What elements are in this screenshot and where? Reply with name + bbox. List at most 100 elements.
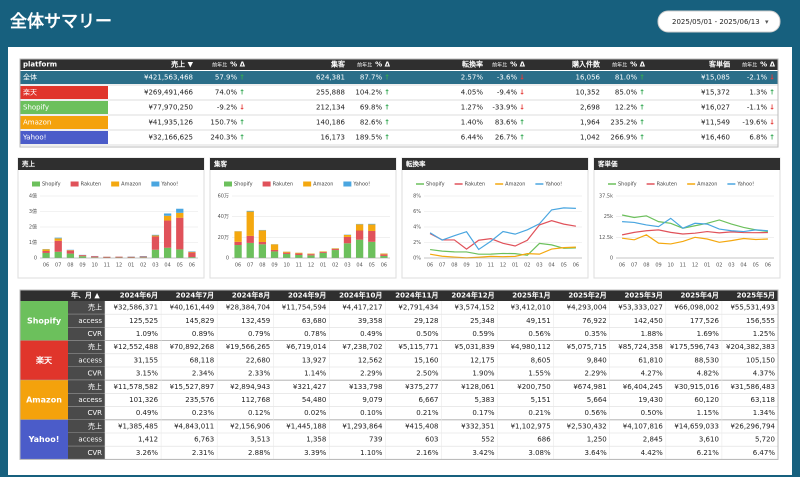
table-cell: 63,680 (302, 317, 327, 325)
table-cell: ¥31,586,483 (730, 383, 775, 391)
legend-label: Shopify (42, 182, 61, 188)
table-cell: 1.40% (461, 119, 484, 127)
x-tick-label: 02 (140, 263, 146, 269)
y-tick-label: 60万 (218, 194, 229, 200)
legend-swatch (111, 181, 120, 187)
bar-segment (151, 235, 160, 237)
bar-segment (270, 249, 279, 252)
summary-frame (19, 58, 779, 148)
header-label: % Δ (760, 61, 775, 69)
header-cell: 前年比% Δ (212, 61, 245, 69)
table-cell: 0.59% (472, 330, 495, 338)
y-tick-label: 1億 (29, 239, 37, 246)
table-cell: ¥19,566,265 (226, 343, 271, 351)
bar-segment (163, 247, 172, 258)
x-tick-label: 11 (296, 263, 302, 269)
date-range[interactable]: 2025/05/01 - 2025/06/13 (672, 18, 760, 26)
legend-label: Amazon (505, 182, 525, 188)
bar-segment (343, 236, 352, 244)
table-cell: 25,348 (470, 317, 495, 325)
metric-cell (68, 340, 105, 354)
x-tick-label: 12 (308, 263, 314, 269)
table-cell: 10,352 (576, 89, 601, 97)
platform-cell (20, 419, 68, 460)
table-cell: ¥11,754,594 (282, 304, 327, 312)
table-cell: 15,160 (414, 356, 439, 364)
table-cell: ¥14,659,033 (674, 422, 719, 430)
yoy-cell: -9.4% ↓ (497, 89, 525, 97)
bar-segment (270, 251, 279, 258)
bar-segment (355, 239, 364, 258)
table-cell: 0.49% (360, 330, 383, 338)
bar-segment (307, 255, 315, 258)
table-cell: 22,680 (246, 356, 271, 364)
header-cell: 集客 (330, 60, 346, 69)
chart-title: 客単価 (597, 159, 618, 168)
chart-title: 転換率 (406, 159, 426, 168)
metric-cell (68, 406, 105, 420)
table-cell: ¥11,578,582 (114, 383, 159, 391)
legend-label: Shopify (234, 182, 253, 188)
x-tick-label: 11 (488, 263, 494, 269)
metric-cell (68, 353, 105, 367)
yoy-arrow: ↓ (519, 104, 525, 112)
table-cell: 16,056 (576, 74, 601, 82)
table-cell: 6.21% (697, 449, 720, 457)
yoy-arrow: ↑ (384, 119, 390, 127)
yoy-arrow: ↓ (769, 104, 775, 112)
table-cell: 6,763 (194, 436, 214, 444)
table-cell: ¥321,427 (293, 383, 326, 391)
platform-cell (20, 101, 108, 114)
chart-header (594, 158, 780, 170)
table-cell: 1.10% (360, 449, 383, 457)
month-header: 2024年11月 (395, 291, 438, 300)
y-tick-label: 0 (226, 256, 229, 262)
table-cell: 1.27% (461, 104, 484, 112)
bar-segment (380, 255, 388, 258)
table-cell: 2.33% (248, 370, 271, 378)
bar-segment (188, 251, 196, 253)
y-tick-label: 20万 (218, 235, 229, 241)
yoy-arrow: ↑ (639, 74, 645, 82)
yoy-cell: 74.0% ↑ (215, 89, 245, 97)
header-small: 前年比 (612, 61, 627, 68)
table-cell: 16,173 (321, 134, 346, 142)
yoy-arrow: ↑ (639, 89, 645, 97)
chart-card (593, 157, 781, 279)
dropdown-icon[interactable]: ▾ (765, 18, 769, 26)
yoy-arrow: ↑ (519, 119, 525, 127)
table-cell: ¥4,980,112 (511, 343, 551, 351)
table-cell: 31,155 (134, 356, 159, 364)
header-small: 前年比 (742, 61, 757, 68)
header-cell: 客単価 (709, 60, 730, 69)
date-picker[interactable] (657, 10, 781, 33)
yoy-value: 104.2% (355, 89, 382, 97)
bar-segment (54, 251, 62, 258)
table-cell: ¥32,166,625 (148, 134, 193, 142)
yoy-cell: 26.7% ↑ (495, 134, 525, 142)
yoy-value: 150.7% (210, 119, 237, 127)
table-cell: 1.55% (528, 370, 551, 378)
series-line (621, 229, 768, 236)
table-cell: ¥5,031,839 (454, 343, 494, 351)
table-cell: ¥66,098,002 (674, 304, 719, 312)
chart-header (18, 158, 204, 170)
table-cell: 39,358 (358, 317, 383, 325)
table-cell: 145,829 (185, 317, 214, 325)
table-cell: ¥5,115,771 (398, 343, 438, 351)
legend-swatch (32, 181, 40, 187)
table-cell: ¥6,404,245 (623, 383, 663, 391)
y-tick-label: 40万 (218, 214, 229, 220)
table-cell: 2.88% (248, 449, 271, 457)
x-tick-label: 07 (247, 263, 253, 269)
page-title: 全体サマリー (10, 11, 112, 32)
table-cell: 0.78% (304, 330, 327, 338)
table-cell: 76,922 (582, 317, 607, 325)
bar-segment (42, 252, 50, 258)
bar-segment (258, 241, 267, 245)
table-cell: 0.35% (585, 330, 608, 338)
yoy-value: 81.0% (615, 74, 638, 82)
bar-segment (234, 231, 242, 242)
metric-label: access (78, 317, 102, 325)
header-cell: 転換率 (462, 60, 483, 69)
